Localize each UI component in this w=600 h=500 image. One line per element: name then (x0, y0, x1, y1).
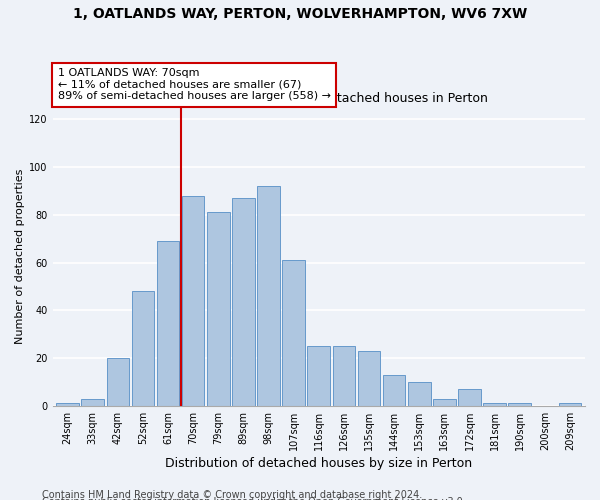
Bar (257, 186, 280, 406)
Text: 1 OATLANDS WAY: 70sqm
← 11% of detached houses are smaller (67)
89% of semi-deta: 1 OATLANDS WAY: 70sqm ← 11% of detached … (58, 68, 331, 102)
Bar (56, 404, 79, 406)
Bar (283, 260, 305, 406)
Bar (232, 198, 255, 406)
Bar (408, 382, 431, 406)
Bar (182, 196, 205, 406)
Bar (332, 346, 355, 406)
Bar (107, 358, 129, 406)
X-axis label: Distribution of detached houses by size in Perton: Distribution of detached houses by size … (165, 457, 472, 470)
Bar (559, 404, 581, 406)
Bar (307, 346, 330, 406)
Bar (358, 351, 380, 406)
Bar (383, 375, 406, 406)
Bar (131, 291, 154, 406)
Y-axis label: Number of detached properties: Number of detached properties (15, 169, 25, 344)
Bar (82, 398, 104, 406)
Bar (458, 389, 481, 406)
Bar (483, 404, 506, 406)
Bar (433, 398, 455, 406)
Text: 1, OATLANDS WAY, PERTON, WOLVERHAMPTON, WV6 7XW: 1, OATLANDS WAY, PERTON, WOLVERHAMPTON, … (73, 8, 527, 22)
Bar (207, 212, 230, 406)
Title: Size of property relative to detached houses in Perton: Size of property relative to detached ho… (150, 92, 488, 105)
Bar (157, 241, 179, 406)
Text: Contains HM Land Registry data © Crown copyright and database right 2024.: Contains HM Land Registry data © Crown c… (42, 490, 422, 500)
Text: Contains public sector information licensed under the Open Government Licence v3: Contains public sector information licen… (42, 497, 466, 500)
Bar (508, 404, 531, 406)
